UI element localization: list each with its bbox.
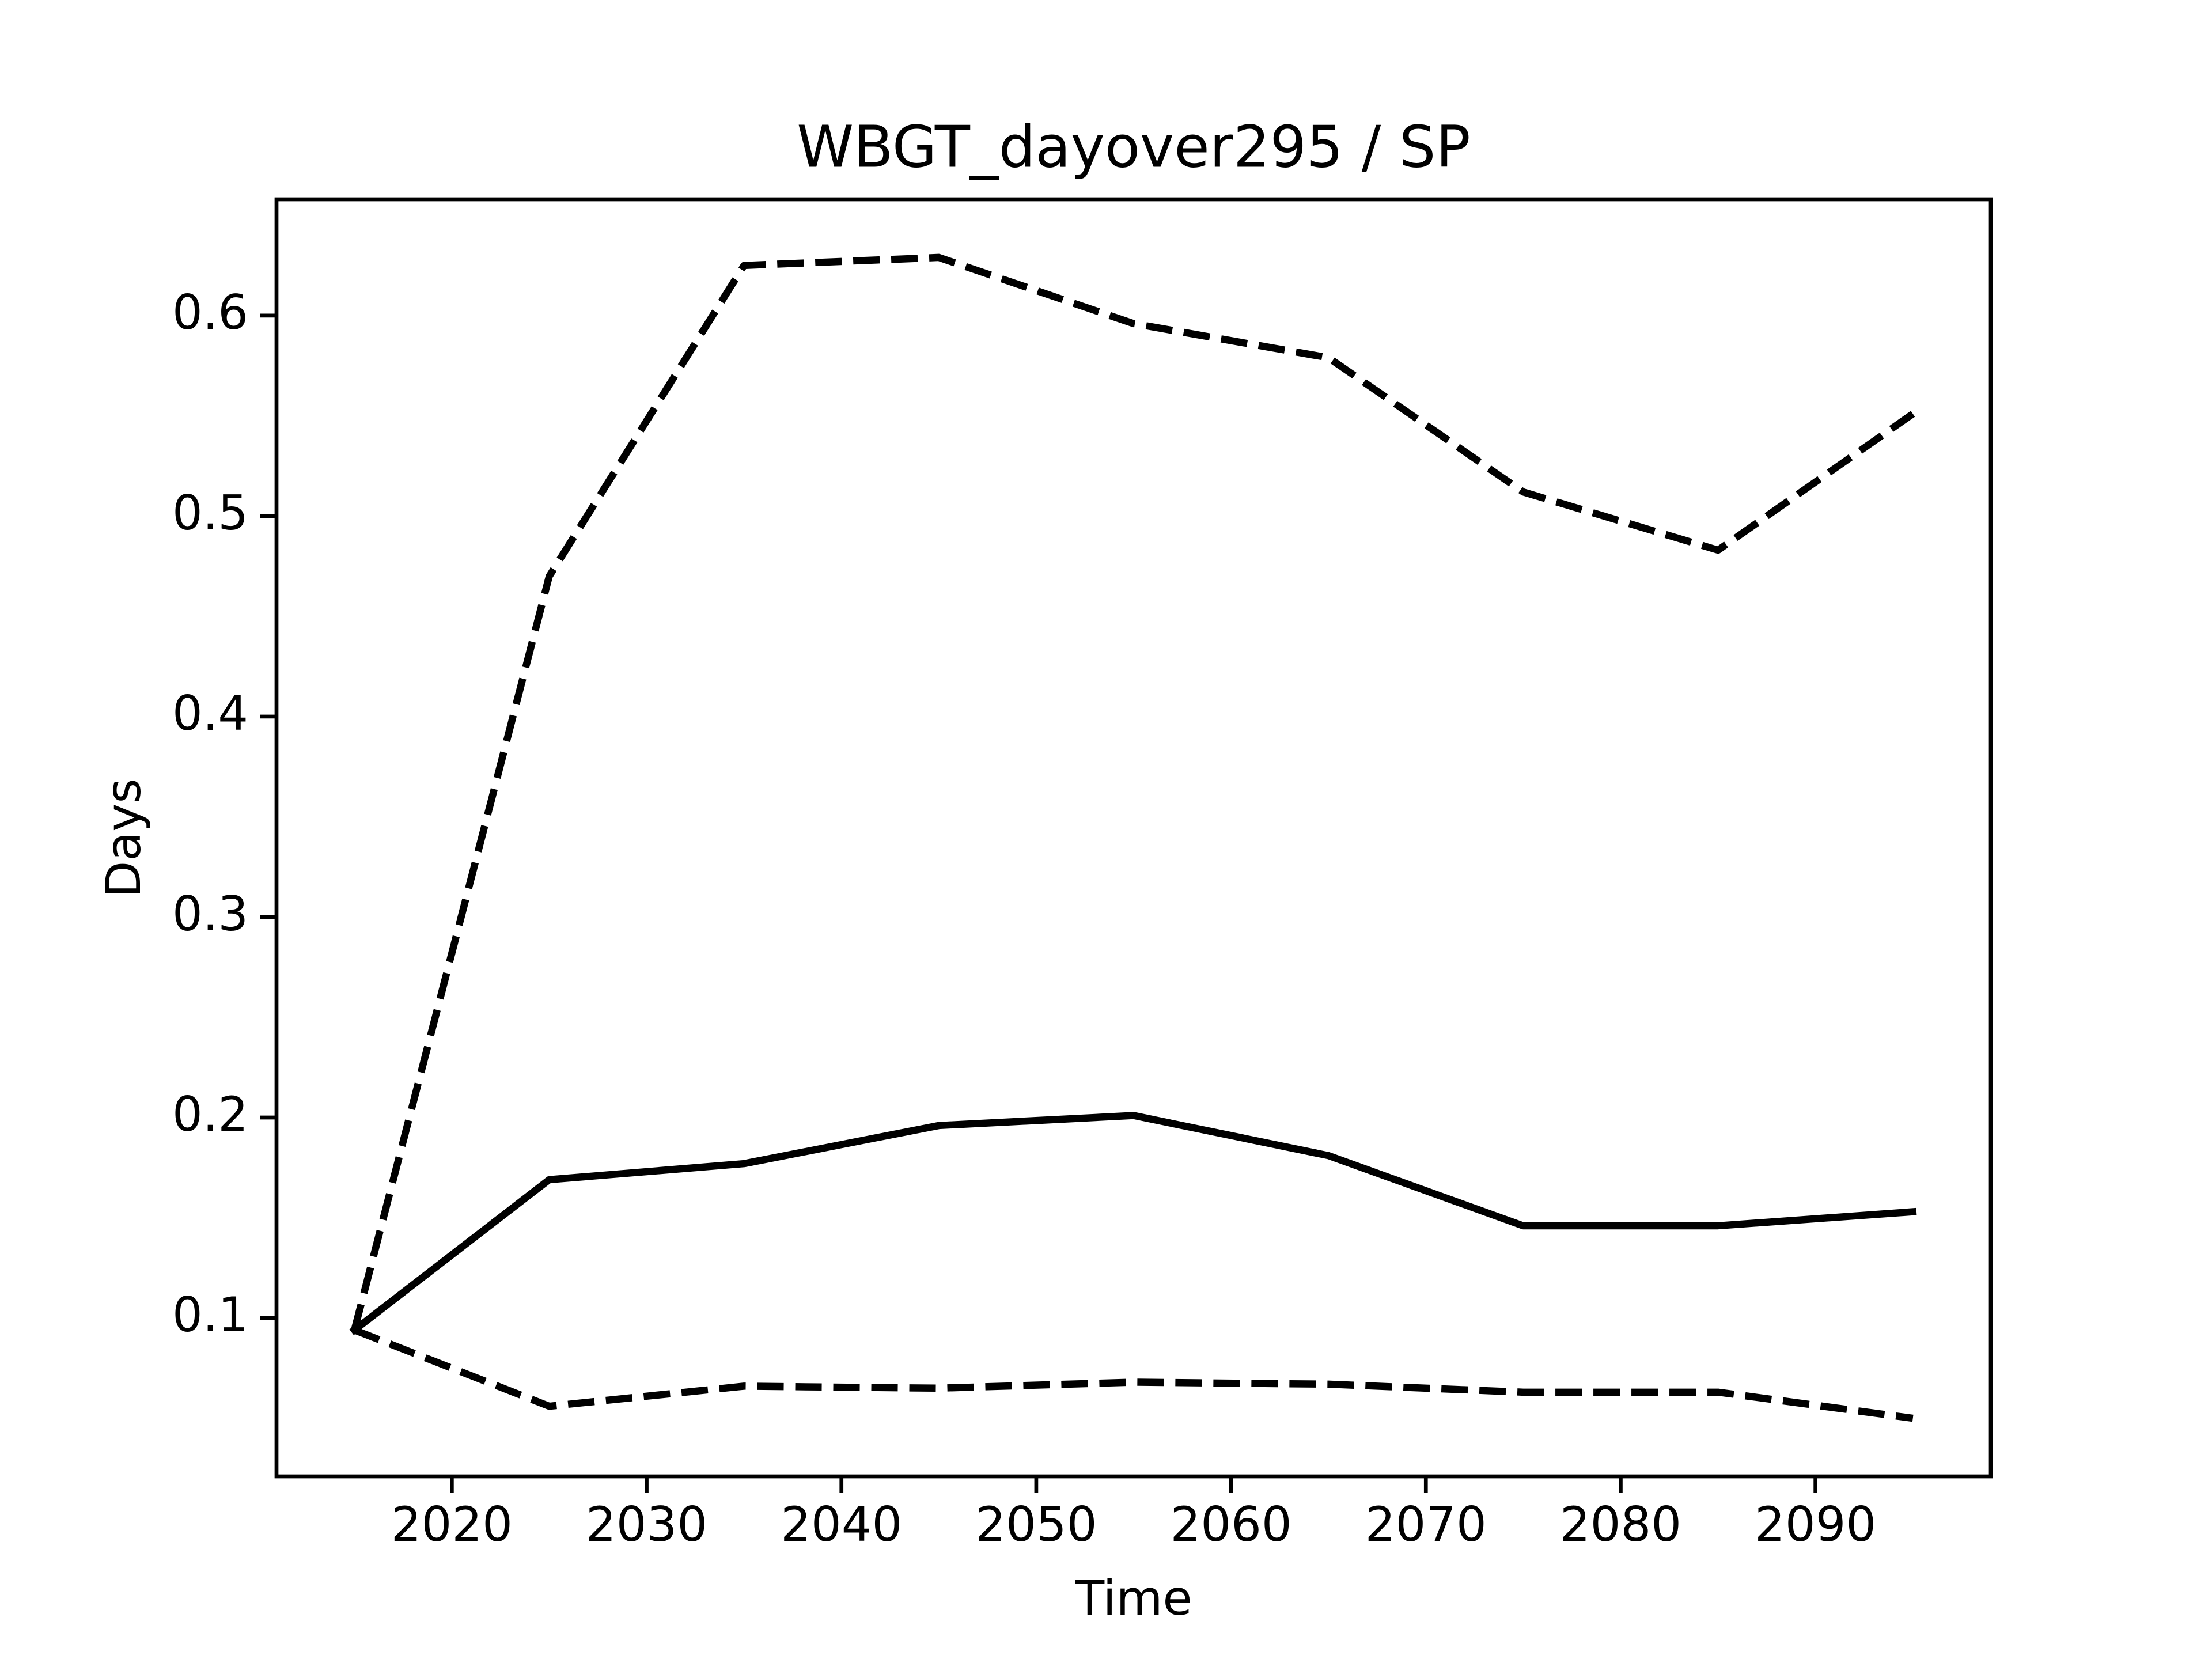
line-series bbox=[351, 253, 1915, 1331]
x-tick-label: 2060 bbox=[1170, 1497, 1291, 1552]
y-tick-label: 0.2 bbox=[172, 1086, 248, 1142]
x-tick-label: 2040 bbox=[781, 1497, 902, 1552]
y-tick-label: 0.6 bbox=[172, 285, 248, 340]
y-axis-label: Days bbox=[96, 778, 151, 897]
y-tick-label: 0.3 bbox=[172, 886, 248, 942]
x-tick-label: 2050 bbox=[975, 1497, 1097, 1552]
x-tick-label: 2090 bbox=[1755, 1497, 1876, 1552]
y-tick-label: 0.5 bbox=[172, 485, 248, 541]
x-tick-label: 2020 bbox=[391, 1497, 513, 1552]
y-tick-label: 0.4 bbox=[172, 685, 248, 741]
chart-title: WBGT_dayover295 / SP bbox=[797, 113, 1471, 180]
line-series bbox=[349, 1112, 1917, 1335]
line-series bbox=[353, 1327, 1914, 1422]
x-axis-label: Time bbox=[1074, 1570, 1192, 1626]
x-tick-label: 2030 bbox=[586, 1497, 707, 1552]
x-tick-label: 2070 bbox=[1365, 1497, 1487, 1552]
y-tick-label: 0.1 bbox=[172, 1287, 248, 1343]
x-tick-label: 2080 bbox=[1560, 1497, 1681, 1552]
plot-frame bbox=[274, 197, 1993, 1479]
